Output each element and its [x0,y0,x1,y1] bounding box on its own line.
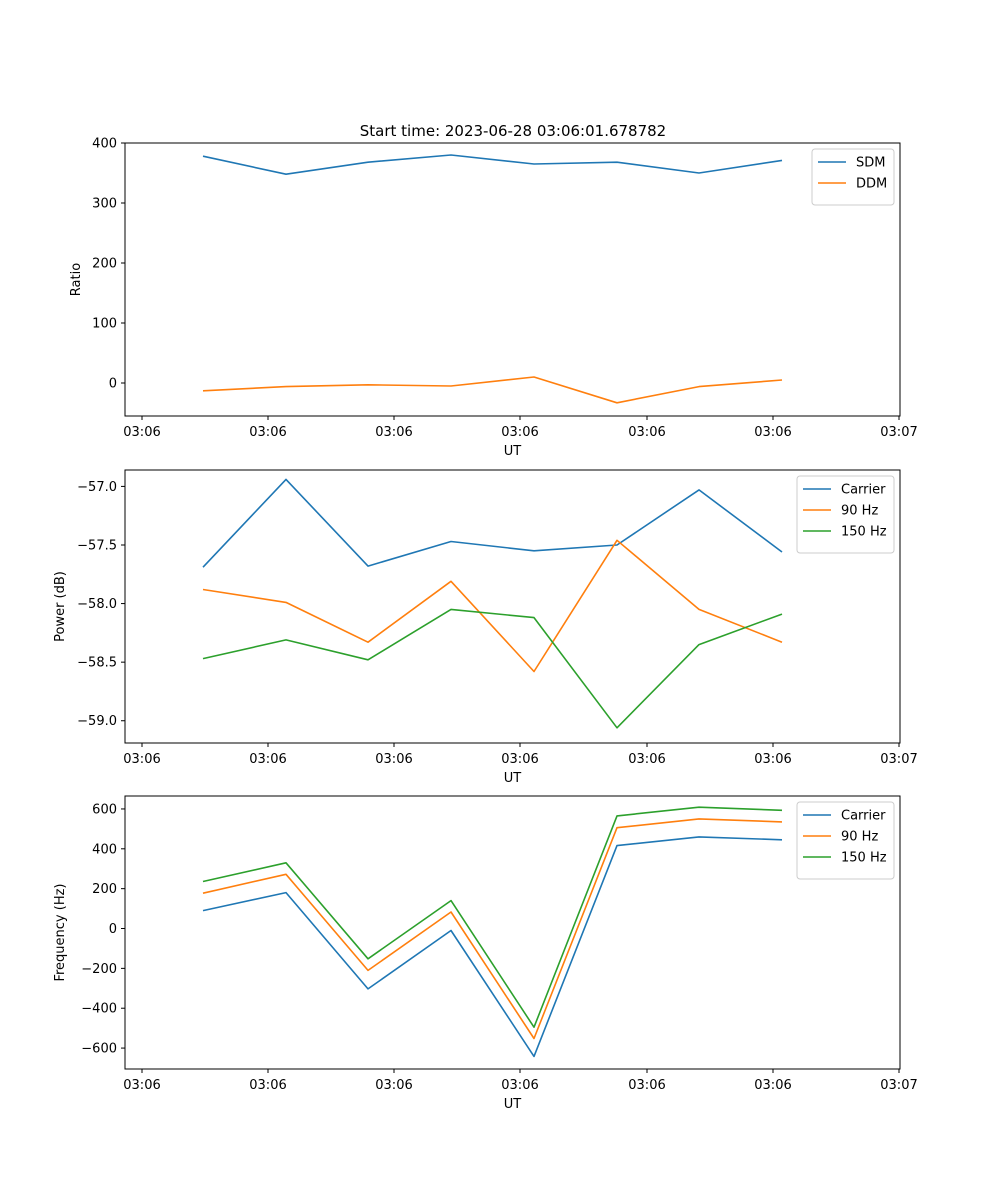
legend: Carrier 90 Hz 150 Hz [796,475,895,554]
x-tick-label: 03:06 [249,1078,286,1093]
legend-label: 90 Hz [841,504,878,519]
x-tick-label: 03:06 [249,425,286,440]
y-tick-label: −400 [81,1002,117,1017]
legend-box [796,475,895,554]
legend-label: 90 Hz [841,830,878,845]
x-tick-label: 03:06 [754,1078,791,1093]
axes-frame [124,795,901,1070]
legend-label: 150 Hz [841,525,887,540]
x-axis-label: UT [504,771,522,786]
legend-label: Carrier [841,483,886,498]
series-line-1 [202,836,783,1058]
series-line-2 [202,539,783,673]
y-tick-label: 100 [92,317,117,332]
axes-frame [124,142,901,417]
series-line-2 [202,376,783,404]
panels: 03:06 03:06 03:06 03:06 03:06 03:06 03:07 0 100 2… [53,137,918,1113]
y-axis-label: Power (dB) [53,571,68,642]
y-tick-label: 600 [92,802,117,817]
y-tick-label: 400 [92,137,117,152]
y-tick-label: 0 [109,377,117,392]
series-line-1 [202,478,783,568]
y-tick-label: 0 [109,922,117,937]
x-tick-label: 03:06 [375,752,412,767]
legend-label: 150 Hz [841,851,887,866]
x-tick-label: 03:06 [628,425,665,440]
series-line-1 [202,154,783,175]
x-tick-label: 03:06 [628,752,665,767]
legend-label: DDM [856,177,887,192]
x-tick-label: 03:06 [501,425,538,440]
y-tick-label: −57.0 [77,480,117,495]
legend-label: SDM [856,156,885,171]
panel-1: 03:06 03:06 03:06 03:06 03:06 03:06 03:07 0 100 2… [69,137,918,460]
series-line-2 [202,818,783,1040]
y-tick-label: −59.0 [77,714,117,729]
x-tick-label: 03:06 [123,752,160,767]
x-tick-label: 03:06 [501,1078,538,1093]
legend-label: Carrier [841,809,886,824]
x-tick-label: 03:06 [123,425,160,440]
y-axis-label: Frequency (Hz) [53,883,68,981]
x-tick-label: 03:06 [501,752,538,767]
x-axis-label: UT [504,444,522,459]
y-tick-label: −57.5 [77,538,117,553]
y-tick-label: 200 [92,882,117,897]
y-tick-label: 200 [92,257,117,272]
x-tick-label: 03:06 [628,1078,665,1093]
legend: SDM DDM [811,148,895,206]
x-tick-label: 03:06 [123,1078,160,1093]
x-tick-label: 03:06 [375,1078,412,1093]
x-tick-label: 03:06 [375,425,412,440]
x-tick-label: 03:06 [754,425,791,440]
y-tick-label: 400 [92,842,117,857]
legend-box [796,801,895,880]
legend-box [811,148,895,206]
x-tick-label: 03:06 [754,752,791,767]
legend: Carrier 90 Hz 150 Hz [796,801,895,880]
axes-frame [124,469,901,744]
y-tick-label: 300 [92,197,117,212]
y-tick-label: −200 [81,962,117,977]
y-tick-label: −58.5 [77,656,117,671]
panel-3: 03:06 03:06 03:06 03:06 03:06 03:06 03:07 −600 −… [53,795,918,1112]
figure-title: Start time: 2023-06-28 03:06:01.678782 [360,122,666,140]
y-tick-label: −600 [81,1042,117,1057]
y-axis-label: Ratio [69,263,84,296]
x-tick-label: 03:07 [880,425,917,440]
x-axis-label: UT [504,1097,522,1112]
x-tick-label: 03:06 [249,752,286,767]
series-line-3 [202,806,783,1028]
y-tick-label: −58.0 [77,597,117,612]
x-tick-label: 03:07 [880,1078,917,1093]
panel-2: 03:06 03:06 03:06 03:06 03:06 03:06 03:07 −59.0… [53,469,918,786]
series-line-3 [202,608,783,729]
x-tick-label: 03:07 [880,752,917,767]
